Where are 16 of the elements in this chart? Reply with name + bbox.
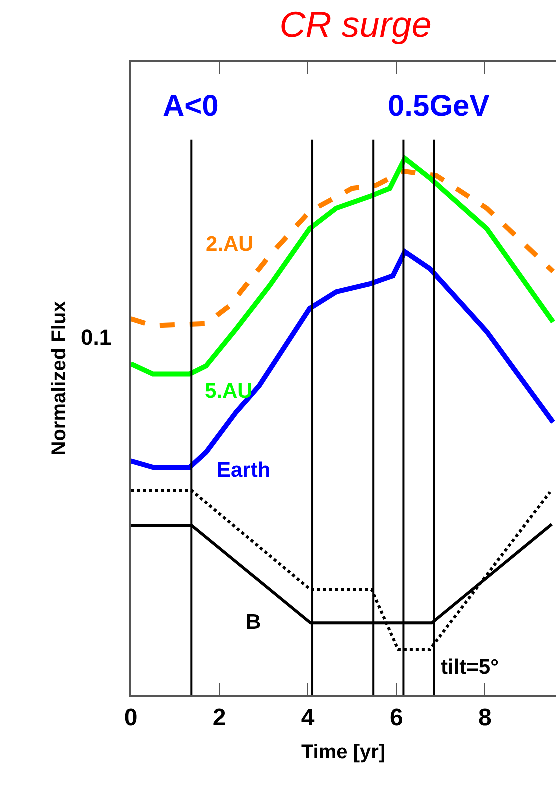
x-tick-label: 6: [390, 704, 404, 732]
series-label: 5.AU: [205, 380, 253, 403]
series-label: tilt=5°: [441, 656, 499, 679]
text: A<0: [163, 90, 219, 123]
chart-title: CR surge: [280, 4, 432, 46]
text: 0.5GeV: [388, 90, 490, 123]
text: 0.1: [81, 325, 112, 350]
x-tick-label: 4: [301, 704, 316, 732]
x-tick-label: 2: [212, 704, 226, 732]
x-tick-label: 8: [478, 704, 492, 732]
x-axis-title: Time [yr]: [301, 742, 386, 764]
series-label: B: [246, 611, 262, 634]
series-label: 2.AU: [206, 233, 254, 256]
x-tick-label: 0: [124, 704, 138, 732]
y-axis-title: Normalized Flux: [48, 301, 70, 456]
series-label: Earth: [217, 459, 271, 482]
